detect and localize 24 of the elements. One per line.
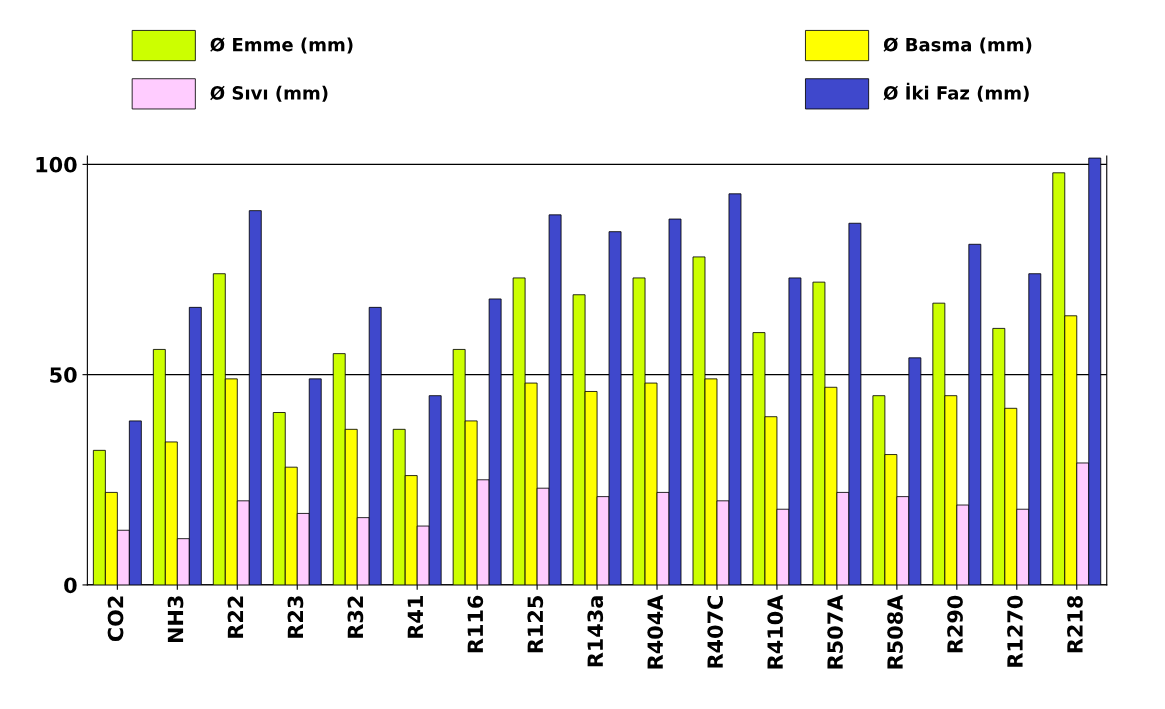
- legend-label: Ø Emme (mm): [210, 37, 353, 54]
- x-tick-label: R125: [527, 596, 544, 653]
- x-tick-label: R404A: [647, 594, 664, 669]
- x-tick-label: R508A: [887, 594, 903, 669]
- x-tick-label: R407C: [707, 595, 724, 668]
- x-tick-label: R410A: [767, 594, 783, 669]
- legend-label: Ø Sıvı (mm): [210, 85, 328, 102]
- y-tick-label: 0: [64, 577, 77, 594]
- x-tick-label: R22: [227, 596, 244, 638]
- x-tick-label: NH3: [167, 596, 184, 643]
- x-tick-label: R32: [347, 596, 364, 638]
- x-tick-label: R143a: [587, 596, 604, 667]
- x-tick-label: R116: [467, 595, 484, 653]
- legend-label: Ø Basma (mm): [883, 37, 1032, 54]
- x-tick-label: R23: [287, 596, 304, 638]
- x-tick-label: R41: [407, 596, 423, 638]
- x-tick-label: R507A: [827, 594, 843, 669]
- x-tick-label: R218: [1067, 595, 1083, 653]
- x-tick-label: CO2: [107, 596, 124, 642]
- x-tick-label: R1270: [1007, 595, 1023, 667]
- legend-label: Ø İki Faz (mm): [883, 82, 1029, 102]
- y-tick-label: 100: [36, 156, 77, 173]
- y-tick-label: 50: [50, 367, 77, 383]
- x-tick-label: R290: [947, 595, 963, 653]
